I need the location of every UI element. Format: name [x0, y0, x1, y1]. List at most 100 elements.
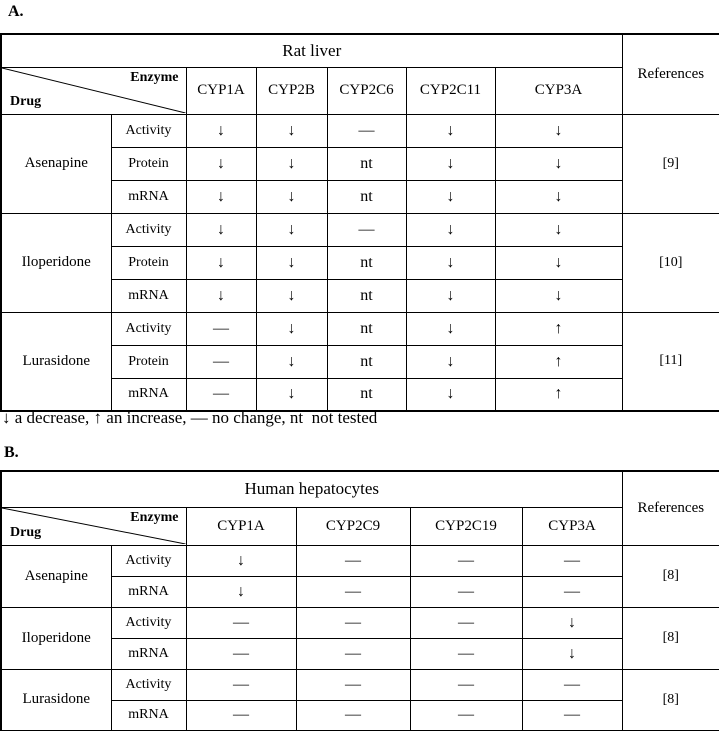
effect-value-cell: ↓	[185, 113, 257, 148]
table-row: Lurasidone Activity — — — — [8]	[0, 668, 719, 731]
effect-value-cell: ↓	[255, 344, 328, 379]
table-row: Protein — ↓ nt ↓ ↑	[1, 344, 719, 379]
corner-drug-label: Drug	[10, 525, 42, 540]
effect-value-cell: ↓	[255, 311, 328, 346]
panel-a-label: A.	[8, 3, 24, 20]
effect-value-cell: ↓	[185, 278, 257, 313]
reference-cell: [8]	[621, 606, 719, 670]
effect-value-cell: ↓	[494, 245, 623, 280]
table-row: Protein ↓ ↓ nt ↓ ↓	[1, 245, 719, 280]
effect-value-cell: ↓	[255, 146, 328, 181]
effect-value-cell: —	[409, 544, 523, 577]
effect-value-cell: nt	[326, 245, 407, 280]
table-row: mRNA ↓ ↓ nt ↓ ↓	[1, 278, 719, 313]
enzyme-column-header: CYP3A	[521, 506, 623, 546]
effect-value-cell: ↓	[185, 179, 257, 214]
table-row: Asenapine Activity ↓ ↓ — ↓ ↓ [9]	[0, 113, 719, 214]
enzyme-column-header: CYP2C6	[326, 66, 407, 115]
enzyme-header-row: Enzyme Drug CYP1A CYP2B CYP2C6 CYP2C11 CYP3A	[0, 66, 719, 115]
table-row: mRNA — ↓ nt ↓ ↑	[1, 377, 719, 412]
effect-value-cell: ↓	[255, 278, 328, 313]
enzyme-header-row: Enzyme Drug CYP1A CYP2C9 CYP2C19 CYP3A	[0, 506, 719, 546]
table-row: Iloperidone Activity — — — ↓ [8]	[0, 606, 719, 670]
drug-name-cell: Asenapine	[0, 544, 112, 608]
diagonal-divider-line	[2, 508, 186, 544]
effect-value-cell: ↓	[494, 146, 623, 181]
measure-label-cell: Protein	[110, 146, 187, 181]
measure-label-cell: mRNA	[110, 278, 187, 313]
table-row: Asenapine Activity ↓ — — — [8]	[0, 544, 719, 608]
enzyme-column-header: CYP3A	[494, 66, 623, 115]
measure-label-cell: Protein	[110, 344, 187, 379]
effect-value-cell: —	[185, 699, 297, 731]
measure-label-cell: Protein	[110, 245, 187, 280]
effect-value-cell: —	[185, 344, 257, 379]
enzyme-column-header: CYP2C9	[295, 506, 411, 546]
measure-label-cell: mRNA	[110, 179, 187, 214]
reference-cell: [10]	[621, 212, 719, 313]
effect-value-cell: —	[295, 637, 411, 670]
table-row: Lurasidone Activity — ↓ nt ↓ ↑ [11]	[0, 311, 719, 412]
table-row: Iloperidone Activity ↓ ↓ — ↓ ↓ [10]	[0, 212, 719, 313]
measure-label-cell: Activity	[110, 668, 187, 701]
effect-value-cell: nt	[326, 377, 407, 412]
effect-value-cell: ↓	[405, 311, 496, 346]
effect-value-cell: ↓	[185, 544, 297, 577]
corner-box: Enzyme Drug	[2, 508, 186, 544]
corner-box: Enzyme Drug	[2, 68, 186, 113]
measure-label-cell: mRNA	[110, 699, 187, 731]
drug-name-cell: Iloperidone	[0, 212, 112, 313]
effect-value-cell: ↑	[494, 377, 623, 412]
measure-label-cell: mRNA	[110, 377, 187, 412]
effect-value-cell: ↓	[405, 212, 496, 247]
effect-value-cell: ↓	[185, 575, 297, 608]
table-row: mRNA — — — —	[1, 699, 719, 731]
human-hepatocytes-table: Human hepatocytes References Enzyme Drug CYP…	[0, 470, 719, 731]
effect-value-cell: —	[521, 668, 623, 701]
enzyme-column-header: CYP2C11	[405, 66, 496, 115]
effect-value-cell: ↓	[255, 179, 328, 214]
effect-value-cell: ↓	[494, 278, 623, 313]
effect-value-cell: ↓	[494, 113, 623, 148]
table-row: mRNA ↓ ↓ nt ↓ ↓	[1, 179, 719, 214]
effect-value-cell: —	[185, 668, 297, 701]
drug-name-cell: Iloperidone	[0, 606, 112, 670]
measure-label-cell: Activity	[110, 311, 187, 346]
references-column-header: References	[621, 470, 719, 546]
corner-enzyme-label: Enzyme	[130, 510, 179, 525]
effect-value-cell: —	[326, 212, 407, 247]
effect-value-cell: ↓	[405, 146, 496, 181]
effect-value-cell: —	[409, 606, 523, 639]
effect-value-cell: —	[521, 544, 623, 577]
effect-value-cell: —	[185, 637, 297, 670]
effect-value-cell: ↓	[405, 344, 496, 379]
effect-value-cell: nt	[326, 311, 407, 346]
effect-value-cell: ↓	[521, 637, 623, 670]
reference-cell: [11]	[621, 311, 719, 412]
measure-label-cell: mRNA	[110, 575, 187, 608]
effect-value-cell: —	[185, 311, 257, 346]
measure-label-cell: mRNA	[110, 637, 187, 670]
panel-b-label: B.	[4, 444, 19, 461]
effect-value-cell: —	[409, 575, 523, 608]
effect-value-cell: —	[326, 113, 407, 148]
effect-value-cell: ↑	[494, 311, 623, 346]
effect-value-cell: —	[185, 606, 297, 639]
effect-value-cell: ↓	[405, 245, 496, 280]
measure-label-cell: Activity	[110, 113, 187, 148]
effect-value-cell: —	[521, 575, 623, 608]
effect-value-cell: ↓	[185, 245, 257, 280]
effect-value-cell: —	[295, 544, 411, 577]
corner-header-cell: Enzyme Drug	[0, 66, 187, 115]
effect-value-cell: ↓	[185, 146, 257, 181]
enzyme-column-header: CYP1A	[185, 506, 297, 546]
effect-value-cell: ↓	[185, 212, 257, 247]
effect-value-cell: —	[295, 699, 411, 731]
corner-enzyme-label: Enzyme	[130, 70, 179, 85]
effect-value-cell: —	[409, 699, 523, 731]
effect-value-cell: ↑	[494, 344, 623, 379]
enzyme-column-header: CYP2B	[255, 66, 328, 115]
effect-value-cell: ↓	[521, 606, 623, 639]
enzyme-column-header: CYP1A	[185, 66, 257, 115]
